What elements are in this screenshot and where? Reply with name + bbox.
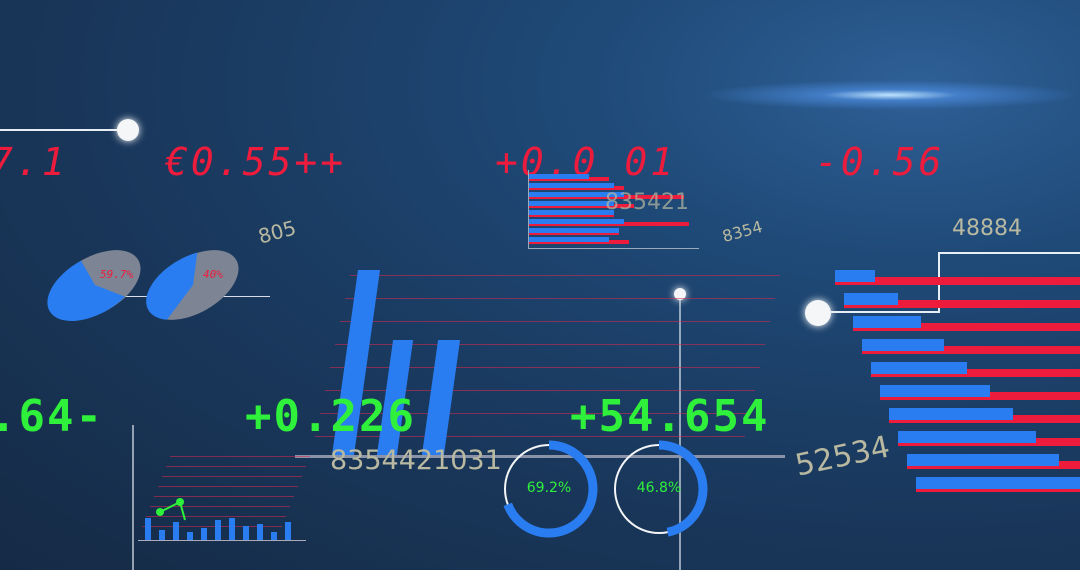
pie-1-label: 40% bbox=[203, 268, 223, 281]
center-gridline bbox=[340, 321, 770, 322]
pie-charts bbox=[47, 250, 239, 321]
center-gridline bbox=[350, 275, 780, 276]
mini-gridline bbox=[162, 476, 302, 477]
grey-number: 835421 bbox=[605, 190, 689, 215]
donut-arc bbox=[500, 440, 598, 538]
mini-gridline bbox=[150, 506, 290, 507]
small-bar-blue bbox=[529, 237, 609, 242]
right-bar-blue bbox=[916, 477, 1080, 489]
small-bar-red bbox=[529, 213, 614, 217]
mini-bar bbox=[229, 518, 235, 540]
small-bar-blue bbox=[529, 219, 624, 224]
mini-gridline bbox=[158, 486, 298, 487]
right-bar-blue bbox=[835, 270, 875, 282]
grey-number: 52534 bbox=[792, 429, 893, 484]
right-bar-red bbox=[844, 300, 1080, 308]
small-bar-red bbox=[529, 204, 634, 208]
small-bar-red bbox=[529, 231, 619, 235]
mini-bar bbox=[159, 530, 165, 540]
grey-number: 8354 bbox=[720, 217, 765, 246]
grey-number: 48884 bbox=[952, 216, 1022, 241]
mini-chart-baseline bbox=[138, 540, 306, 541]
right-bar-red bbox=[862, 346, 1080, 354]
mini-bar bbox=[173, 522, 179, 540]
mini-bar bbox=[187, 532, 193, 540]
ticker-green-0: .64- bbox=[0, 391, 104, 442]
center-gridline bbox=[345, 298, 775, 299]
grey-number: 8354421031 bbox=[330, 445, 502, 476]
connector-dot bbox=[674, 288, 686, 300]
mini-bar bbox=[215, 520, 221, 540]
mini-line-series bbox=[156, 498, 186, 521]
donut-0-label: 69.2% bbox=[526, 480, 572, 496]
mini-gridline bbox=[166, 466, 306, 467]
connector-line bbox=[830, 311, 940, 313]
small-bar-red bbox=[529, 186, 624, 190]
connector-line bbox=[679, 296, 681, 570]
mini-gridline bbox=[146, 516, 286, 517]
right-bar-blue bbox=[871, 362, 967, 374]
mini-bar bbox=[243, 526, 249, 540]
center-gridline bbox=[320, 413, 750, 414]
connector-line bbox=[132, 425, 134, 570]
donut-1-label: 46.8% bbox=[636, 480, 682, 496]
mini-bar bbox=[145, 518, 151, 540]
right-bar-blue bbox=[853, 316, 921, 328]
mini-gridline bbox=[154, 496, 294, 497]
pie-1-slice bbox=[146, 252, 198, 320]
right-bar-blue bbox=[898, 431, 1036, 443]
center-gridline bbox=[335, 344, 765, 345]
center-chart-baseline bbox=[295, 455, 785, 458]
connector-line bbox=[938, 252, 1080, 254]
right-bar-blue bbox=[907, 454, 1059, 466]
pie-0-slice bbox=[47, 260, 125, 321]
mini-bar bbox=[271, 532, 277, 540]
connector-dot bbox=[805, 300, 831, 326]
small-bar-chart bbox=[528, 170, 699, 249]
mini-bar bbox=[201, 528, 207, 540]
pie-0-label: 59.7% bbox=[100, 268, 134, 281]
right-bar-blue bbox=[862, 339, 944, 351]
ticker-red-0: 7.1 bbox=[0, 140, 68, 184]
ticker-green-2: +54.654 bbox=[570, 391, 770, 442]
grey-number: 805 bbox=[255, 215, 299, 249]
center-gridline bbox=[325, 390, 755, 391]
small-bar-red bbox=[529, 195, 684, 199]
connector-dot bbox=[117, 119, 139, 141]
mini-gridline bbox=[170, 456, 310, 457]
small-bar-red bbox=[529, 222, 689, 226]
connector-line bbox=[0, 129, 120, 131]
lens-flare bbox=[700, 80, 1080, 110]
donut-charts bbox=[500, 440, 708, 538]
ticker-red-3: -0.56 bbox=[815, 140, 945, 184]
small-bar-blue bbox=[529, 174, 589, 179]
donut-arc bbox=[610, 440, 708, 538]
small-bar-red bbox=[529, 177, 609, 181]
mini-bar bbox=[285, 522, 291, 540]
mini-bar bbox=[257, 524, 263, 540]
right-bar-blue bbox=[889, 408, 1013, 420]
small-bar-blue bbox=[529, 183, 614, 188]
ticker-red-1: €0.55++ bbox=[165, 140, 347, 184]
center-gridline bbox=[315, 436, 745, 437]
right-bar-blue bbox=[844, 293, 898, 305]
small-bar-red bbox=[529, 240, 629, 244]
center-gridline bbox=[330, 367, 760, 368]
mini-gridline bbox=[142, 526, 282, 527]
right-bar-blue bbox=[880, 385, 990, 397]
small-bar-blue bbox=[529, 228, 619, 233]
right-bar-red bbox=[835, 277, 1080, 285]
center-bar bbox=[421, 340, 461, 455]
right-bar-red bbox=[853, 323, 1080, 331]
right-bar-red bbox=[871, 369, 1080, 377]
small-bar-blue bbox=[529, 192, 624, 197]
small-bar-blue bbox=[529, 201, 614, 206]
ticker-green-1: +0.226 bbox=[245, 391, 416, 442]
small-bar-blue bbox=[529, 210, 614, 215]
